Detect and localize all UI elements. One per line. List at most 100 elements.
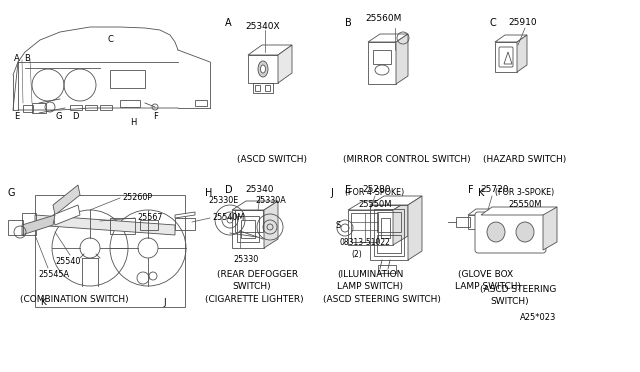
Text: K: K bbox=[478, 188, 484, 198]
Text: 25540: 25540 bbox=[55, 257, 81, 266]
Text: 25330E: 25330E bbox=[208, 196, 238, 205]
Polygon shape bbox=[278, 45, 292, 83]
Text: (FOR 3-SPOKE): (FOR 3-SPOKE) bbox=[495, 188, 554, 197]
Ellipse shape bbox=[516, 222, 534, 242]
Bar bbox=[253, 83, 273, 93]
Polygon shape bbox=[408, 196, 422, 260]
Text: H: H bbox=[130, 118, 136, 127]
Polygon shape bbox=[517, 35, 527, 72]
Ellipse shape bbox=[258, 61, 268, 77]
Polygon shape bbox=[468, 209, 506, 215]
Polygon shape bbox=[264, 201, 278, 248]
Bar bbox=[85, 105, 97, 110]
Polygon shape bbox=[232, 201, 278, 210]
Text: B: B bbox=[24, 54, 30, 63]
Text: (ASCD STEERING SWITCH): (ASCD STEERING SWITCH) bbox=[323, 295, 441, 304]
Text: 25340: 25340 bbox=[245, 185, 273, 194]
Text: (HAZARD SWITCH): (HAZARD SWITCH) bbox=[483, 155, 566, 164]
Bar bbox=[381, 218, 390, 238]
Bar bbox=[374, 209, 404, 256]
Text: (ASCD STEERING: (ASCD STEERING bbox=[480, 285, 556, 294]
Ellipse shape bbox=[375, 65, 389, 75]
Text: 25550M: 25550M bbox=[508, 200, 541, 209]
Bar bbox=[248, 55, 278, 83]
Bar bbox=[140, 220, 158, 230]
Bar bbox=[373, 50, 391, 64]
Text: J: J bbox=[330, 188, 333, 198]
Bar bbox=[370, 205, 408, 260]
Text: J: J bbox=[163, 298, 166, 307]
Bar bbox=[195, 100, 207, 106]
Text: S: S bbox=[335, 221, 340, 230]
Polygon shape bbox=[543, 207, 557, 250]
FancyBboxPatch shape bbox=[475, 212, 546, 253]
Bar bbox=[35, 195, 185, 307]
Text: D: D bbox=[225, 185, 232, 195]
Bar bbox=[495, 42, 517, 72]
Polygon shape bbox=[370, 196, 422, 205]
Text: (CIGARETTE LIGHTER): (CIGARETTE LIGHTER) bbox=[205, 295, 303, 304]
Text: 25567: 25567 bbox=[137, 213, 163, 222]
Text: C: C bbox=[108, 35, 114, 44]
Text: 25260P: 25260P bbox=[122, 193, 152, 202]
Polygon shape bbox=[348, 201, 408, 210]
Bar bbox=[100, 105, 112, 110]
Text: E: E bbox=[14, 112, 19, 121]
Text: D: D bbox=[72, 112, 79, 121]
Bar bbox=[241, 220, 255, 238]
Bar bbox=[348, 210, 393, 245]
Text: C: C bbox=[490, 18, 497, 28]
Text: A: A bbox=[14, 54, 20, 63]
FancyBboxPatch shape bbox=[499, 47, 513, 67]
Text: 25550M: 25550M bbox=[358, 200, 392, 209]
Bar bbox=[255, 85, 260, 91]
Polygon shape bbox=[53, 205, 80, 225]
Text: G: G bbox=[8, 188, 15, 198]
Polygon shape bbox=[396, 34, 408, 84]
Text: (ASCD SWITCH): (ASCD SWITCH) bbox=[237, 155, 307, 164]
Polygon shape bbox=[368, 34, 408, 42]
Bar bbox=[265, 85, 270, 91]
Text: 25545A: 25545A bbox=[38, 270, 69, 279]
Bar bbox=[23, 105, 33, 112]
Bar bbox=[456, 217, 470, 227]
Polygon shape bbox=[481, 207, 557, 215]
Bar bbox=[70, 105, 82, 110]
Text: (COMBINATION SWITCH): (COMBINATION SWITCH) bbox=[20, 295, 129, 304]
Polygon shape bbox=[393, 201, 408, 245]
Text: (MIRROR CONTROL SWITCH): (MIRROR CONTROL SWITCH) bbox=[343, 155, 470, 164]
Text: 25330: 25330 bbox=[233, 255, 259, 264]
Polygon shape bbox=[498, 209, 506, 229]
Text: (ILLUMINATION: (ILLUMINATION bbox=[337, 270, 403, 279]
Bar bbox=[110, 218, 135, 234]
Bar bbox=[120, 100, 140, 107]
Text: 08313-51022: 08313-51022 bbox=[340, 238, 391, 247]
Polygon shape bbox=[22, 215, 55, 235]
Bar bbox=[8, 220, 23, 235]
Bar bbox=[232, 210, 264, 248]
Ellipse shape bbox=[487, 222, 505, 242]
Text: 25540M: 25540M bbox=[212, 213, 244, 222]
Text: 25340X: 25340X bbox=[245, 22, 280, 31]
Text: K: K bbox=[40, 298, 46, 307]
Text: 25280: 25280 bbox=[362, 185, 390, 194]
Text: H: H bbox=[205, 188, 212, 198]
Polygon shape bbox=[35, 215, 175, 235]
Bar bbox=[175, 218, 195, 230]
Text: G: G bbox=[56, 112, 63, 121]
Bar bbox=[235, 210, 263, 232]
Bar bbox=[22, 213, 36, 235]
Text: LAMP SWITCH): LAMP SWITCH) bbox=[337, 282, 403, 291]
Polygon shape bbox=[248, 45, 292, 55]
Text: F: F bbox=[468, 185, 474, 195]
Text: SWITCH): SWITCH) bbox=[232, 282, 271, 291]
Bar bbox=[351, 213, 378, 242]
Text: B: B bbox=[345, 18, 352, 28]
Text: SWITCH): SWITCH) bbox=[490, 297, 529, 306]
Bar bbox=[32, 103, 46, 113]
Polygon shape bbox=[495, 35, 527, 42]
Text: 25720: 25720 bbox=[480, 185, 509, 194]
Bar bbox=[378, 265, 396, 273]
Text: (2): (2) bbox=[351, 250, 362, 259]
Text: (REAR DEFOGGER: (REAR DEFOGGER bbox=[217, 270, 298, 279]
